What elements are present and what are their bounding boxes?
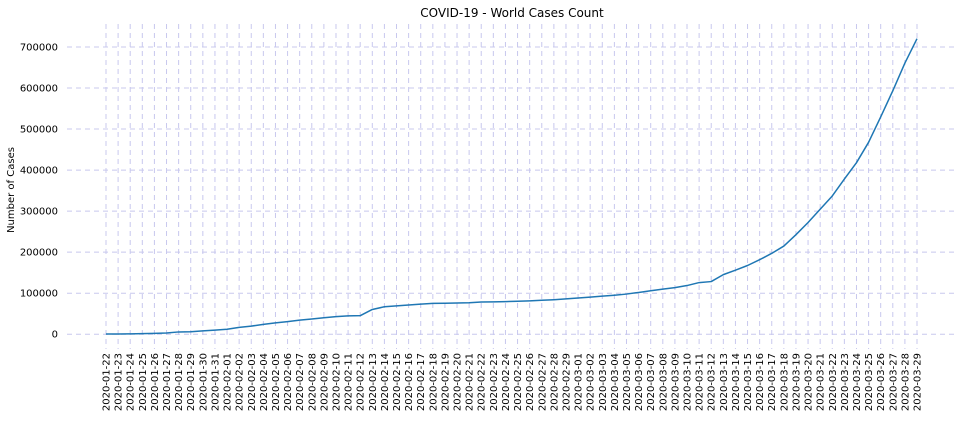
x-tick-label: 2020-01-23 [114, 353, 125, 411]
x-tick-label: 2020-01-25 [138, 353, 149, 411]
x-tick-label: 2020-03-22 [828, 353, 839, 411]
x-tick-label: 2020-02-20 [453, 353, 464, 411]
x-tick-label: 2020-03-27 [888, 353, 899, 411]
x-tick-label: 2020-02-16 [404, 353, 415, 411]
y-tick-label: 200000 [20, 248, 58, 259]
x-tick-label: 2020-02-26 [525, 353, 536, 411]
grid-lines [67, 24, 958, 349]
x-tick-label: 2020-02-10 [331, 353, 342, 411]
x-tick-label: 2020-02-23 [489, 353, 500, 411]
x-tick-label: 2020-01-28 [174, 353, 185, 411]
x-tick-label: 2020-01-27 [162, 353, 173, 411]
x-tick-label: 2020-02-15 [392, 353, 403, 411]
x-tick-label: 2020-02-02 [235, 353, 246, 411]
x-tick-label: 2020-03-25 [864, 353, 875, 411]
x-tick-label: 2020-03-29 [913, 353, 924, 411]
x-tick-label: 2020-03-01 [574, 353, 585, 411]
x-tick-label: 2020-01-29 [186, 353, 197, 411]
y-tick-label: 300000 [20, 207, 58, 218]
x-tick-label: 2020-03-08 [658, 353, 669, 411]
x-tick-label: 2020-03-02 [586, 353, 597, 411]
x-tick-label: 2020-03-09 [670, 353, 681, 411]
x-tick-label: 2020-03-16 [755, 353, 766, 411]
y-tick-label: 700000 [20, 42, 58, 53]
x-tick-label: 2020-02-07 [295, 353, 306, 411]
x-tick-label: 2020-03-23 [840, 353, 851, 411]
x-tick-label: 2020-02-22 [477, 353, 488, 411]
x-tick-label: 2020-03-20 [804, 353, 815, 411]
x-tick-label: 2020-02-17 [416, 353, 427, 411]
y-tick-label: 600000 [20, 84, 58, 95]
x-tick-label: 2020-01-24 [126, 353, 137, 411]
x-tick-label: 2020-02-19 [440, 353, 451, 411]
x-tick-label: 2020-02-05 [271, 353, 282, 411]
y-tick-label: 400000 [20, 166, 58, 177]
x-tick-label: 2020-03-21 [816, 353, 827, 411]
x-tick-label: 2020-01-30 [198, 353, 209, 411]
x-axis-ticks: 2020-01-22 2020-01-23 2020-01-24 2020-01-25… [102, 353, 924, 411]
x-tick-label: 2020-02-04 [259, 353, 270, 411]
x-tick-label: 2020-03-14 [731, 353, 742, 411]
x-tick-label: 2020-02-28 [549, 353, 560, 411]
x-tick-label: 2020-02-08 [307, 353, 318, 411]
y-axis-ticks: 0 100000 200000 300000 400000 500000 600000 700… [20, 42, 58, 340]
x-tick-label: 2020-03-24 [852, 353, 863, 411]
x-tick-label: 2020-03-18 [779, 353, 790, 411]
x-tick-label: 2020-02-27 [537, 353, 548, 411]
x-tick-label: 2020-01-26 [150, 353, 161, 411]
x-tick-label: 2020-03-07 [646, 353, 657, 411]
x-tick-label: 2020-02-13 [368, 353, 379, 411]
x-tick-label: 2020-02-29 [561, 353, 572, 411]
x-tick-label: 2020-02-21 [465, 353, 476, 411]
x-tick-label: 2020-03-05 [622, 353, 633, 411]
x-tick-label: 2020-02-18 [428, 353, 439, 411]
x-tick-label: 2020-02-03 [247, 353, 258, 411]
x-tick-label: 2020-03-04 [610, 353, 621, 411]
x-tick-label: 2020-03-12 [707, 353, 718, 411]
x-tick-label: 2020-01-31 [210, 353, 221, 411]
x-tick-label: 2020-03-03 [598, 353, 609, 411]
x-tick-label: 2020-02-12 [356, 353, 367, 411]
x-tick-label: 2020-03-11 [695, 353, 706, 411]
y-axis-label: Number of Cases [6, 147, 17, 233]
x-tick-label: 2020-03-26 [876, 353, 887, 411]
x-tick-label: 2020-03-28 [900, 353, 911, 411]
x-tick-label: 2020-02-01 [223, 353, 234, 411]
x-tick-label: 2020-02-11 [344, 353, 355, 411]
y-tick-label: 100000 [20, 289, 58, 300]
y-tick-label: 0 [52, 330, 58, 341]
x-tick-label: 2020-02-24 [501, 353, 512, 411]
x-tick-label: 2020-03-19 [791, 353, 802, 411]
x-tick-label: 2020-03-13 [719, 353, 730, 411]
x-tick-label: 2020-03-17 [767, 353, 778, 411]
x-tick-label: 2020-02-25 [513, 353, 524, 411]
x-tick-label: 2020-02-09 [319, 353, 330, 411]
x-tick-label: 2020-02-14 [380, 353, 391, 411]
x-tick-label: 2020-03-06 [634, 353, 645, 411]
series-line [105, 38, 918, 335]
x-tick-label: 2020-03-10 [683, 353, 694, 411]
x-tick-label: 2020-01-22 [102, 353, 113, 411]
y-tick-label: 500000 [20, 125, 58, 136]
x-tick-label: 2020-03-15 [743, 353, 754, 411]
chart-title: COVID-19 - World Cases Count [420, 6, 604, 20]
x-tick-label: 2020-02-06 [283, 353, 294, 411]
series-layer [105, 38, 918, 335]
